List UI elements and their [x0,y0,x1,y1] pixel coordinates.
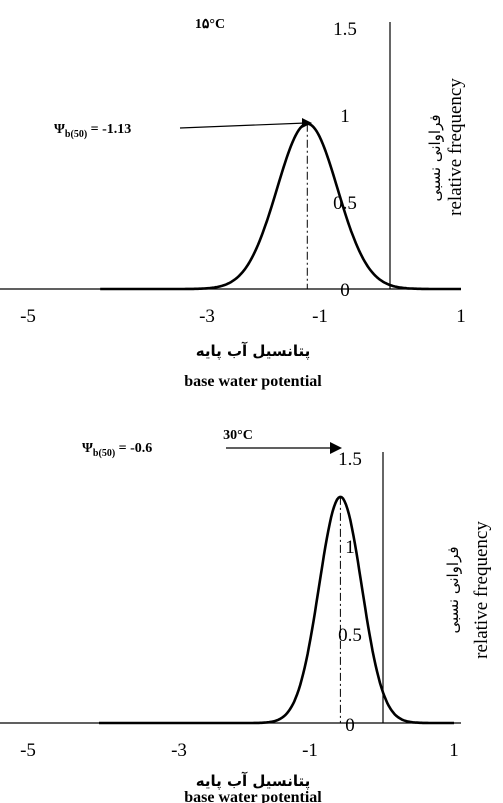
annotation-symbol: Ψ [82,441,93,456]
x-tick-label: 1 [449,740,459,761]
x-tick-label: -3 [171,740,187,761]
y-tick-label: 1 [345,537,355,558]
annotation-label: Ψb(50) = -0.6 [82,441,152,459]
annotation-symbol: Ψ [54,122,65,137]
chart-title: 30°C [223,428,253,443]
x-tick-label: -1 [302,740,318,761]
chart-15c: 1۵°C -5 -3 -1 1 0 0.5 1 1.5 Ψb(50) = -1.… [0,17,466,390]
xlabel-persian: پتانسیل آب پایه [196,772,310,791]
chart-title: 1۵°C [195,17,225,32]
chart-30c: 30°C -5 -3 -1 1 0 0.5 1 1.5 Ψb(50) = -0.… [0,428,492,803]
ylabel: relative frequency [471,521,492,659]
y-tick-label: 0 [345,715,355,736]
arrowhead [330,442,342,454]
annotation-arrow [179,122,307,129]
x-tick-label: -5 [20,306,36,327]
annotation-value: = -1.13 [87,122,131,137]
x-tick-label: -3 [199,306,215,327]
annotation-label: Ψb(50) = -1.13 [54,122,131,140]
y-tick-label: 0.5 [333,193,357,214]
arrowhead [302,118,312,128]
ylabel: relative frequency [445,78,466,216]
x-tick-label: -1 [312,306,328,327]
y-tick-label: 1.5 [333,19,357,40]
xlabel-persian: پتانسیل آب پایه [196,342,310,361]
xlabel: base water potential [184,789,322,803]
ylabel-persian: فراوانی نسبی [426,114,444,201]
ylabel-persian: فراوانی نسبی [444,546,462,633]
annotation-value: = -0.6 [115,441,152,456]
y-tick-label: 1 [340,106,350,127]
annotation-subscript: b(50) [65,129,87,140]
x-tick-label: -5 [20,740,36,761]
frequency-curve [99,495,454,725]
annotation-subscript: b(50) [93,448,115,459]
frequency-curve [100,122,461,291]
y-tick-label: 0 [340,280,350,301]
y-tick-label: 1.5 [338,449,362,470]
xlabel: base water potential [184,373,322,390]
y-tick-label: 0.5 [338,625,362,646]
x-tick-label: 1 [456,306,466,327]
